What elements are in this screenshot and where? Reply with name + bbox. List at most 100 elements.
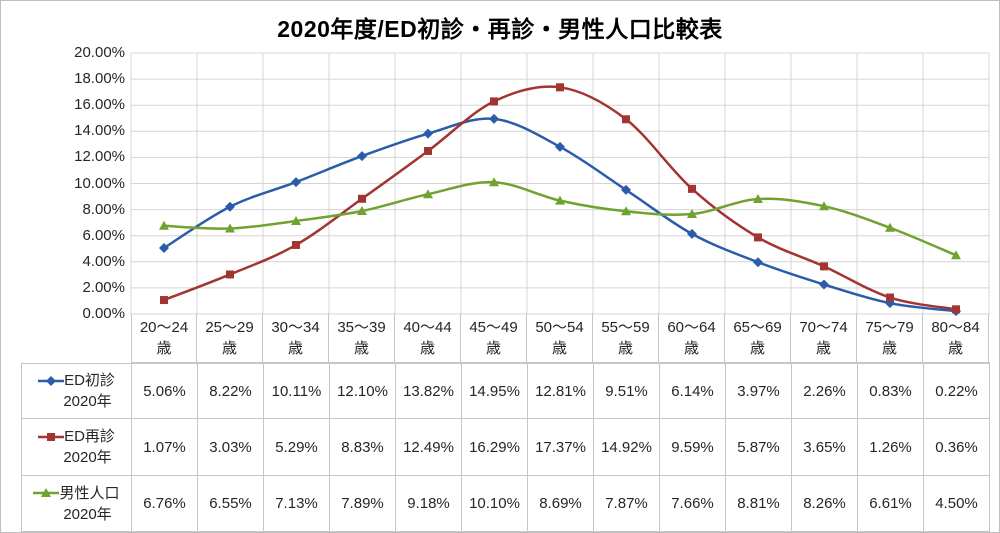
chart-title: 2020年度/ED初診・再診・男性人口比較表: [277, 16, 723, 42]
y-axis-tick-label: 2.00%: [82, 278, 125, 296]
series-marker-diamond-icon: [291, 177, 301, 188]
x-category-unit: 歳: [815, 340, 831, 357]
x-category-range: 40〜44: [403, 319, 452, 336]
table-value-cell: 7.13%: [264, 476, 330, 531]
x-axis-category: 65〜69 歳: [725, 314, 791, 362]
series-marker-square-icon: [490, 97, 498, 106]
table-value-cell: 17.37%: [528, 419, 594, 475]
x-axis-category: 35〜39 歳: [329, 314, 395, 362]
y-axis-tick-label: 14.00%: [74, 122, 125, 140]
series-marker-diamond-icon: [687, 228, 697, 239]
x-category-range: 30〜34: [271, 319, 320, 336]
x-category-range: 70〜74: [799, 319, 848, 336]
series-marker-square-icon: [886, 293, 894, 302]
x-category-range: 35〜39: [337, 319, 386, 336]
series-marker-triangle-icon: [819, 201, 829, 211]
table-value-cell: 3.65%: [792, 419, 858, 475]
x-category-range: 60〜64: [667, 319, 716, 336]
x-axis-category: 75〜79 歳: [857, 314, 923, 362]
series-marker-square-icon: [424, 147, 432, 156]
x-category-unit: 歳: [617, 340, 633, 357]
legend-series-name: ED初診: [64, 372, 115, 389]
series-marker-triangle-icon: [753, 194, 763, 204]
x-category-range: 25〜29: [205, 319, 254, 336]
series-marker-square-icon: [556, 83, 564, 92]
table-value-cell: 6.55%: [198, 476, 264, 531]
x-axis-category: 70〜74 歳: [791, 314, 857, 362]
x-axis-category: 55〜59 歳: [593, 314, 659, 362]
legend-series-name: 男性人口: [59, 484, 120, 502]
y-axis-tick-label: 16.00%: [74, 96, 125, 114]
series-marker-triangle-icon: [225, 223, 235, 233]
series-marker-triangle-icon: [423, 189, 433, 199]
table-value-cell: 8.69%: [528, 476, 594, 531]
table-value-cell: 12.10%: [330, 364, 396, 418]
series-marker-diamond-icon: [357, 151, 367, 162]
table-value-cell: 14.95%: [462, 364, 528, 418]
legend-cell: 男性人口 2020年: [22, 476, 132, 531]
series-marker-diamond-icon: [225, 201, 235, 212]
series-marker-square-icon: [160, 296, 168, 305]
table-row: 男性人口 2020年 6.76% 6.55% 7.13% 7.89% 9.18% 10.10%…: [21, 476, 990, 532]
x-category-unit: 歳: [221, 340, 237, 357]
series-marker-square-icon: [622, 115, 630, 124]
x-axis-underline: [131, 362, 990, 363]
table-value-cell: 6.14%: [660, 364, 726, 418]
legend-cell: ED再診 2020年: [22, 419, 132, 475]
table-value-cell: 3.03%: [198, 419, 264, 475]
series-marker-diamond-icon: [621, 184, 631, 195]
series-marker-triangle-icon: [291, 215, 301, 225]
series-marker-triangle-icon: [159, 220, 169, 230]
series-marker-square-icon: [754, 233, 762, 242]
series-marker-triangle-icon: [687, 209, 697, 219]
table-value-cell: 12.49%: [396, 419, 462, 475]
series-marker-diamond-icon: [159, 242, 169, 253]
legend-marker-square-icon: [38, 432, 65, 441]
legend-cell: ED初診 2020年: [22, 364, 132, 418]
table-value-cell: 12.81%: [528, 364, 594, 418]
series-marker-triangle-icon: [555, 195, 565, 205]
x-axis-category: 45〜49 歳: [461, 314, 527, 362]
series-marker-square-icon: [226, 270, 234, 279]
series-marker-diamond-icon: [819, 279, 829, 290]
table-value-cell: 5.87%: [726, 419, 792, 475]
series-marker-triangle-icon: [621, 206, 631, 216]
series-marker-square-icon: [358, 194, 366, 203]
x-category-range: 45〜49: [469, 319, 518, 336]
series-line-triangle: [162, 180, 958, 257]
legend-marker-triangle-icon: [33, 488, 60, 497]
x-axis-category: 80〜84 歳: [923, 314, 989, 362]
x-category-range: 55〜59: [601, 319, 650, 336]
x-axis-category: 25〜29 歳: [197, 314, 263, 362]
table-row: ED初診 2020年 5.06% 8.22% 10.11% 12.10% 13.82% 14.…: [21, 363, 990, 419]
x-axis-category: 30〜34 歳: [263, 314, 329, 362]
table-value-cell: 8.81%: [726, 476, 792, 531]
x-category-unit: 歳: [287, 340, 303, 357]
table-value-cell: 5.29%: [264, 419, 330, 475]
table-value-cell: 2.26%: [792, 364, 858, 418]
x-category-range: 65〜69: [733, 319, 782, 336]
series-marker-diamond-icon: [555, 141, 565, 152]
legend-series-year: 2020年: [63, 393, 112, 410]
table-value-cell: 7.87%: [594, 476, 660, 531]
table-value-cell: 7.66%: [660, 476, 726, 531]
series-marker-triangle-icon: [951, 250, 961, 260]
table-value-cell: 8.22%: [198, 364, 264, 418]
series-marker-triangle-icon: [885, 222, 895, 232]
legend-line: ED再診: [38, 426, 115, 447]
table-value-cell: 10.10%: [462, 476, 528, 531]
series-marker-diamond-icon: [489, 113, 499, 124]
table-value-cell: 16.29%: [462, 419, 528, 475]
series-marker-diamond-icon: [423, 128, 433, 139]
table-value-cell: 8.26%: [792, 476, 858, 531]
series-marker-diamond-icon: [753, 257, 763, 268]
series-marker-triangle-icon: [357, 206, 367, 216]
table-value-cell: 0.36%: [924, 419, 990, 475]
table-value-cell: 13.82%: [396, 364, 462, 418]
x-category-unit: 歳: [551, 340, 567, 357]
series-marker-square-icon: [820, 262, 828, 271]
x-category-range: 50〜54: [535, 319, 584, 336]
legend-series-year: 2020年: [63, 449, 112, 466]
table-value-cell: 8.83%: [330, 419, 396, 475]
series-marker-square-icon: [952, 305, 960, 314]
